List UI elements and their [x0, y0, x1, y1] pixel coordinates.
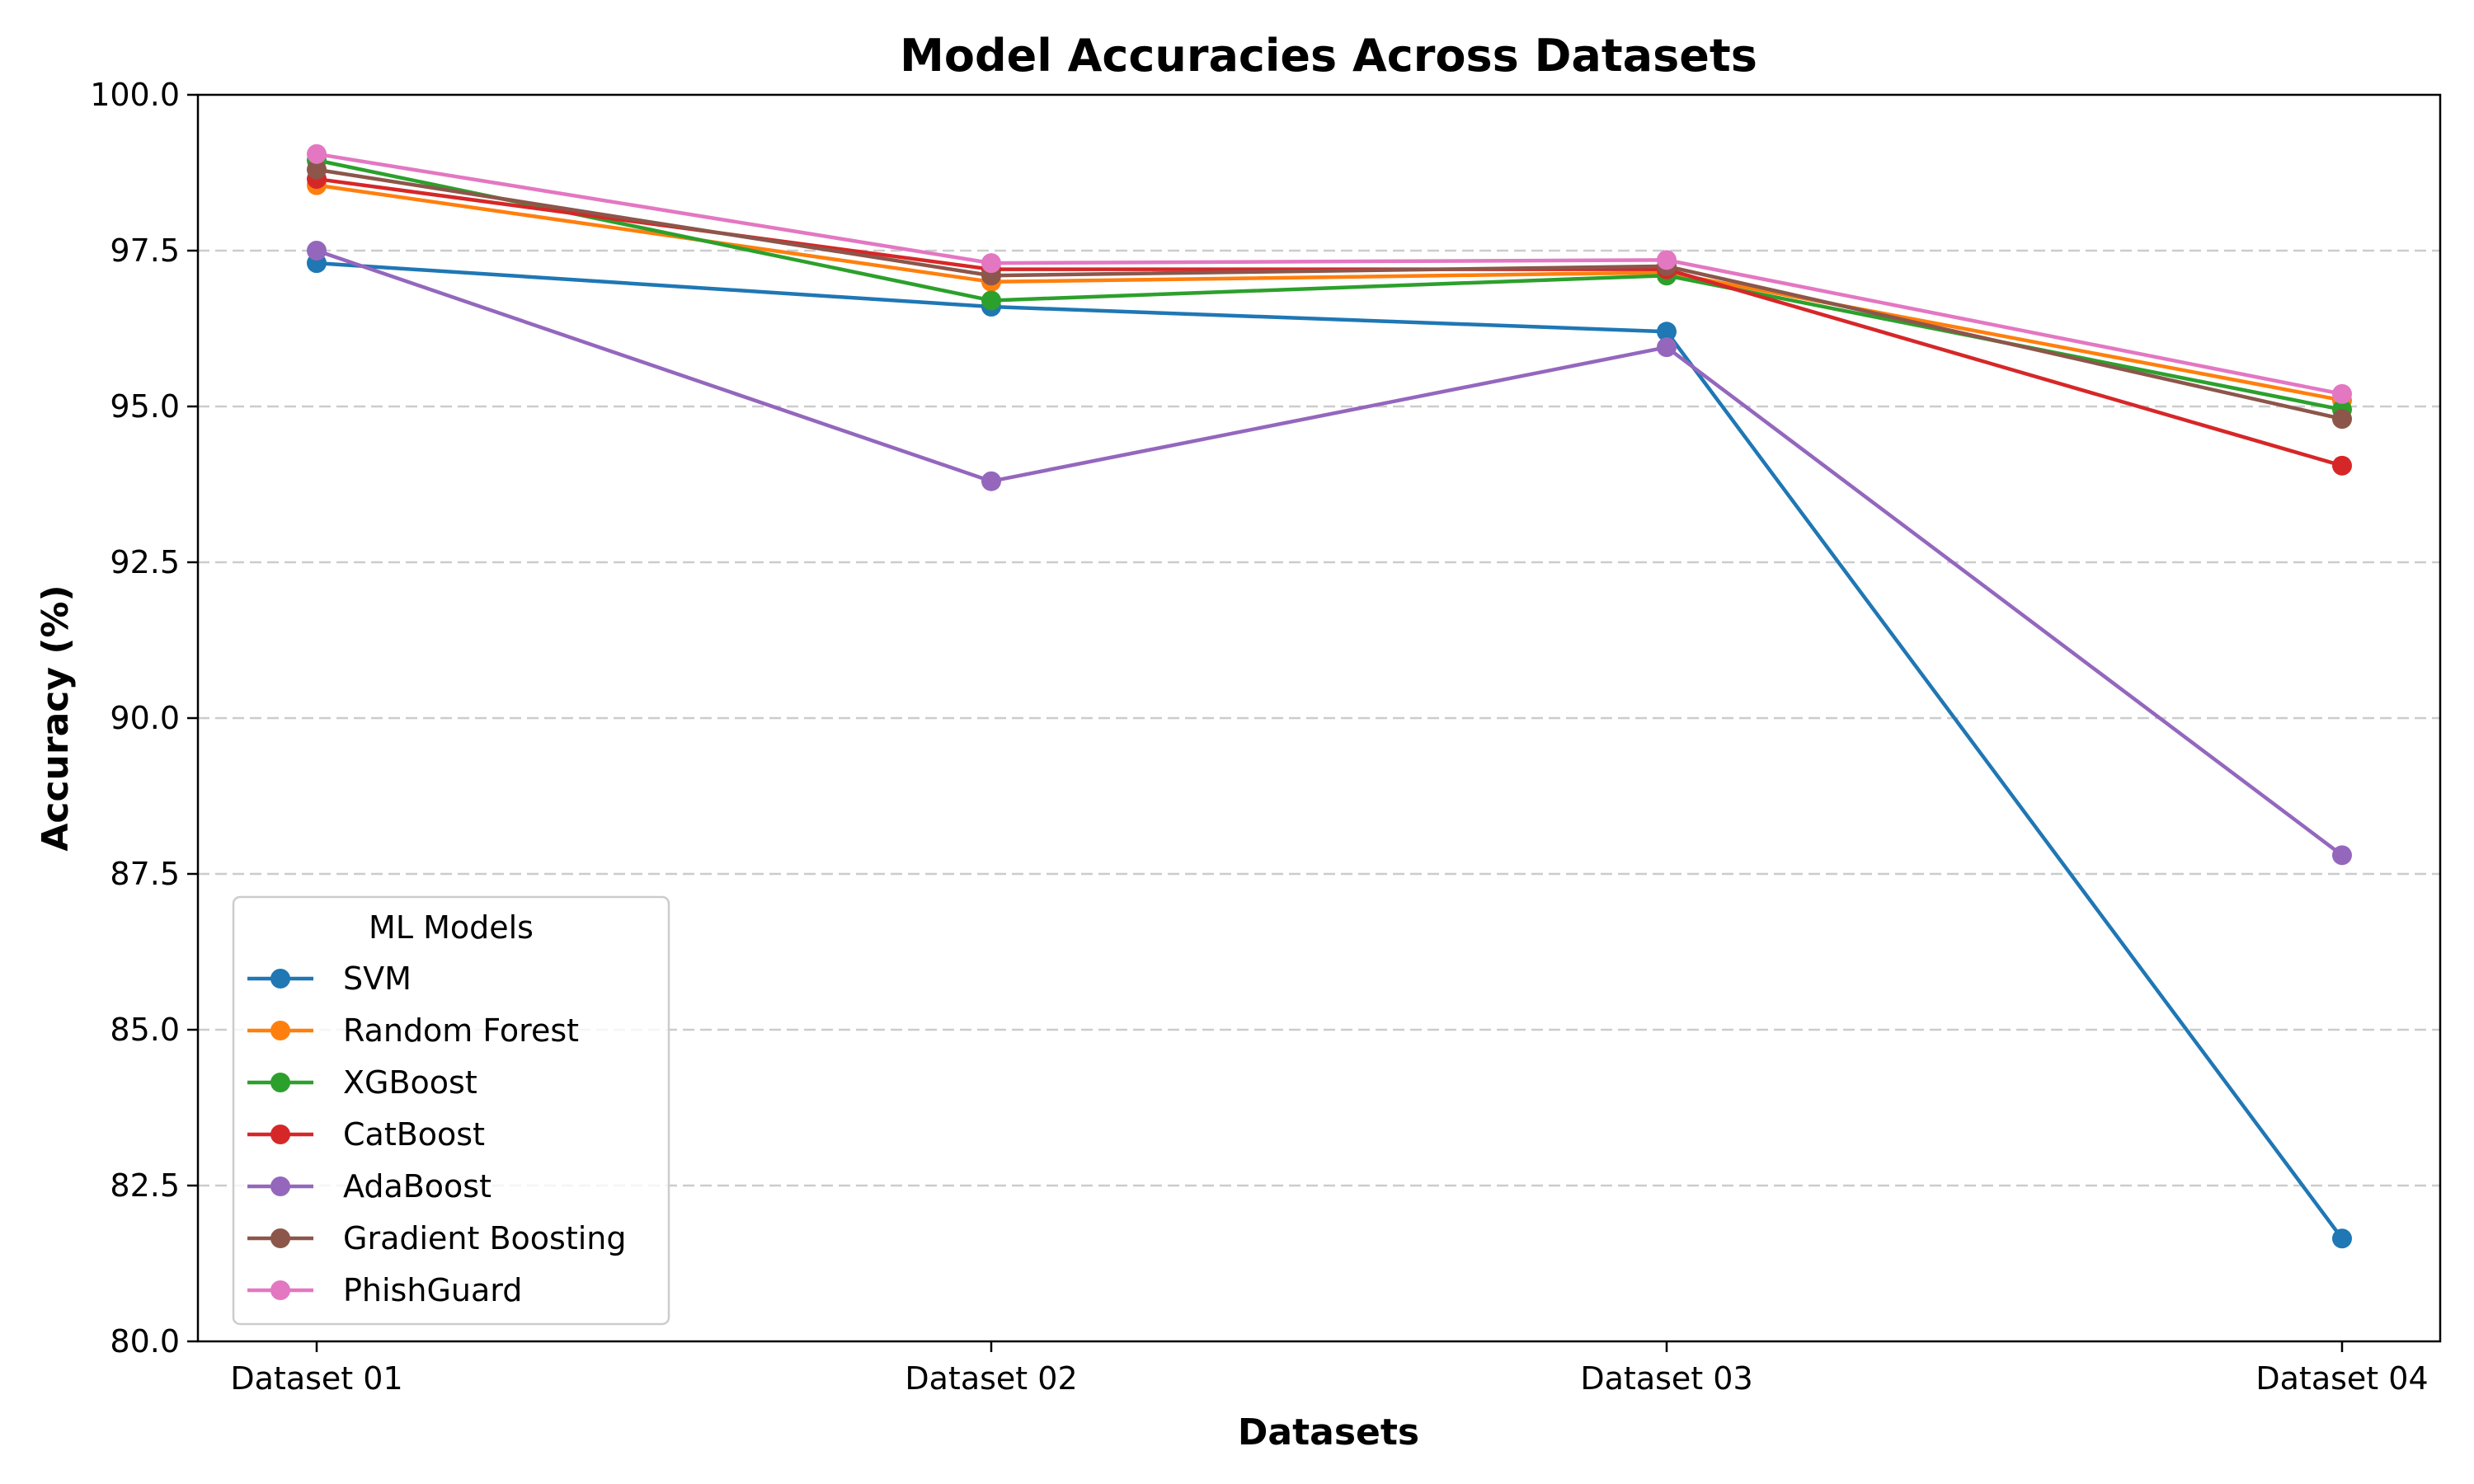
data-point-phishguard	[981, 253, 1001, 274]
y-axis-ticks: 80.0 82.5 85.0 87.5 90.0 92.5 95.0 97.5 100.0	[90, 77, 198, 1360]
y-tick-label: 100.0	[90, 77, 180, 113]
chart-title: Model Accuracies Across Datasets	[900, 30, 1757, 82]
x-tick-label: Dataset 04	[2255, 1360, 2428, 1397]
legend-swatch-marker	[270, 1228, 290, 1248]
data-point-catboost	[2332, 455, 2352, 476]
series-phishguard	[307, 143, 2352, 404]
legend-title: ML Models	[369, 909, 534, 946]
y-tick-label: 95.0	[110, 388, 180, 425]
legend-box	[232, 895, 670, 1326]
y-tick-label: 90.0	[110, 700, 180, 736]
legend-entry-svm: SVM	[247, 960, 412, 997]
legend-label: PhishGuard	[343, 1272, 522, 1308]
series-line-random-forest	[316, 183, 2343, 402]
series-line-gradient-boosting	[316, 167, 2343, 421]
y-tick-label: 82.5	[110, 1167, 180, 1204]
data-point-phishguard	[1657, 250, 1677, 270]
data-point-gradient-boosting	[307, 159, 327, 180]
legend-entry-catboost: CatBoost	[247, 1116, 485, 1153]
data-point-adaboost	[1657, 337, 1677, 358]
data-point-adaboost	[307, 241, 327, 261]
data-point-xgboost	[981, 290, 1001, 311]
x-axis-label: Datasets	[1238, 1411, 1419, 1453]
y-axis-label: Accuracy (%)	[35, 585, 77, 851]
series-line-svm	[316, 261, 2344, 1240]
legend-label: SVM	[343, 960, 412, 997]
legend-label: XGBoost	[343, 1064, 477, 1101]
y-tick-label: 80.0	[110, 1323, 180, 1360]
data-point-phishguard	[2332, 383, 2352, 404]
series-adaboost	[307, 241, 2352, 866]
legend-label: CatBoost	[343, 1116, 485, 1153]
x-tick-label: Dataset 02	[905, 1360, 1077, 1397]
legend-swatch-marker	[270, 969, 290, 989]
data-point-adaboost	[2332, 845, 2352, 866]
y-tick-label: 85.0	[110, 1012, 180, 1048]
data-point-adaboost	[981, 471, 1001, 491]
legend: ML Models SVM Random Forest XGBoost CatBoos…	[232, 895, 670, 1326]
data-point-gradient-boosting	[2332, 409, 2352, 430]
x-tick-label: Dataset 03	[1580, 1360, 1752, 1397]
legend-label: Random Forest	[343, 1012, 579, 1049]
legend-swatch-marker	[270, 1125, 290, 1144]
legend-swatch-marker	[270, 1280, 290, 1300]
x-axis-ticks: Dataset 01 Dataset 02 Dataset 03 Dataset 04	[230, 1341, 2429, 1397]
legend-label: Gradient Boosting	[343, 1220, 627, 1256]
y-tick-label: 87.5	[110, 856, 180, 892]
legend-entry-gradient-boosting: Gradient Boosting	[247, 1220, 627, 1256]
y-tick-label: 92.5	[110, 544, 180, 580]
legend-entry-random-forest: Random Forest	[247, 1012, 579, 1049]
series-group	[307, 143, 2352, 1249]
y-tick-label: 97.5	[110, 232, 180, 269]
legend-label: AdaBoost	[343, 1168, 492, 1205]
data-point-phishguard	[307, 143, 327, 164]
legend-entry-xgboost: XGBoost	[247, 1064, 477, 1101]
legend-swatch-marker	[270, 1073, 290, 1092]
x-tick-label: Dataset 01	[230, 1360, 402, 1397]
legend-entry-phishguard: PhishGuard	[247, 1272, 522, 1308]
series-line-adaboost	[316, 248, 2344, 857]
data-point-svm	[1657, 322, 1677, 342]
series-line-phishguard	[316, 152, 2343, 397]
legend-swatch-marker	[270, 1176, 290, 1196]
legend-entry-adaboost: AdaBoost	[247, 1168, 492, 1205]
data-point-svm	[2332, 1228, 2352, 1249]
legend-swatch-marker	[270, 1021, 290, 1040]
